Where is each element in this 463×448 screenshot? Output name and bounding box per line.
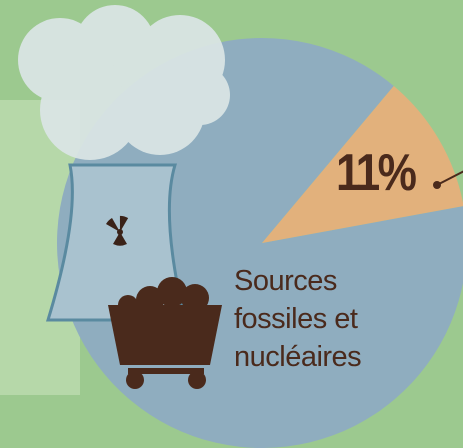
- value-label: 11%: [336, 143, 414, 203]
- infographic: Sources fossiles et nucléaires 11%: [0, 0, 463, 448]
- slice-label: Sources fossiles et nucléaires: [234, 262, 384, 376]
- chart: [0, 0, 463, 448]
